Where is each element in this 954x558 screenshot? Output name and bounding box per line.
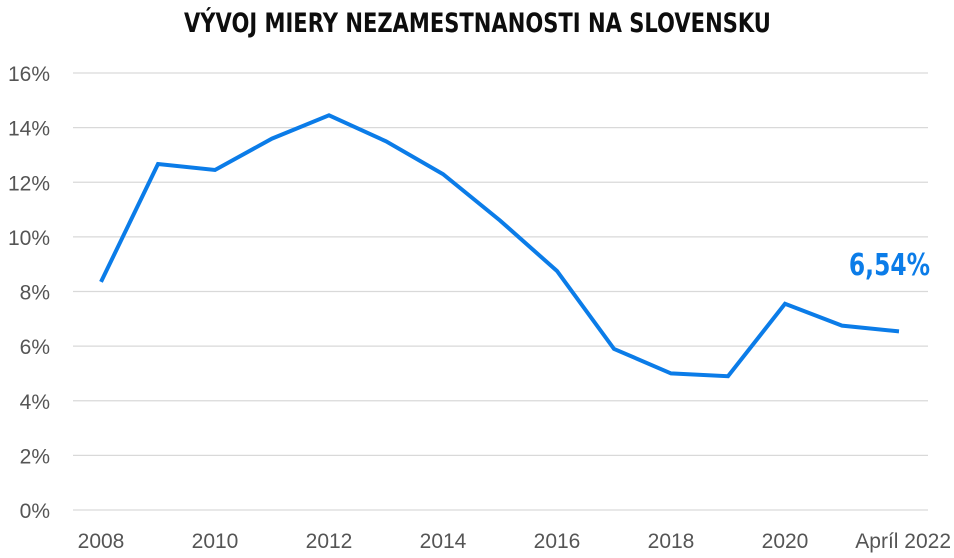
y-tick-label: 16% — [8, 63, 50, 86]
x-tick-label: 2014 — [420, 530, 467, 553]
x-tick-label: 2016 — [534, 530, 581, 553]
y-tick-label: 10% — [8, 227, 50, 250]
y-tick-label: 2% — [20, 445, 50, 468]
y-tick-label: 0% — [20, 500, 50, 523]
gridlines — [73, 72, 928, 511]
x-axis-ticks: 2008 2010 2012 2014 2016 2018 2020 Apríl 2022 — [78, 530, 951, 553]
chart-title: VÝVOJ MIERY NEZAMESTNANOSTI NA SLOVENSKU — [183, 8, 771, 39]
unemployment-rate-line — [99, 113, 900, 379]
x-tick-label: 2010 — [192, 530, 239, 553]
latest-value-annotation: 6,54% — [848, 248, 930, 283]
x-tick-label: 2012 — [306, 530, 353, 553]
x-tick-label: 2020 — [762, 530, 809, 553]
x-tick-label: Apríl 2022 — [855, 530, 951, 553]
y-tick-label: 14% — [8, 118, 50, 141]
y-axis-ticks: 0% 2% 4% 6% 8% 10% 12% 14% 16% — [8, 63, 50, 523]
y-tick-label: 12% — [8, 172, 50, 195]
x-tick-label: 2018 — [648, 530, 695, 553]
y-tick-label: 4% — [20, 391, 50, 414]
y-tick-label: 6% — [20, 336, 50, 359]
x-tick-label: 2008 — [78, 530, 125, 553]
y-tick-label: 8% — [20, 282, 50, 305]
